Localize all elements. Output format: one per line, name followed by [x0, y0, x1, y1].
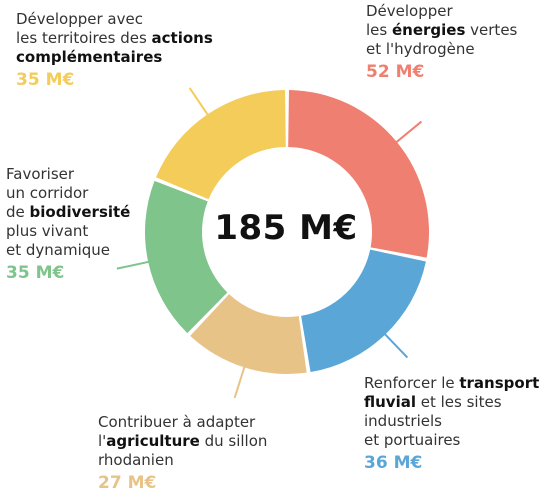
leader-line-transport-fluvial	[356, 304, 409, 359]
total-amount: 185 M€	[214, 208, 358, 248]
label-line: Développer avec	[16, 10, 213, 29]
segment-value-label: 36 M€	[364, 453, 423, 473]
label-line: un corridor	[6, 184, 130, 203]
label-line: et l'hydrogène	[366, 40, 517, 59]
label-line: Développer	[366, 2, 517, 21]
label-line: fluvial et les sites	[364, 393, 539, 412]
label-text: Développer	[366, 2, 453, 20]
label-line: l'agriculture du sillon	[98, 432, 267, 451]
label-text: un corridor	[6, 184, 89, 202]
label-line: les territoires des actions	[16, 29, 213, 48]
label-text: et portuaires	[364, 431, 461, 449]
segment-value-label: 35 M€	[16, 70, 75, 90]
label-text: du sillon	[199, 432, 268, 450]
label-keyword: actions	[151, 29, 213, 47]
label-keyword: complémentaires	[16, 48, 163, 66]
leader-line-actions-complementaires	[188, 87, 231, 149]
label-text: et dynamique	[6, 241, 111, 259]
label-text: et l'hydrogène	[366, 40, 475, 58]
label-line: et portuaires	[364, 431, 539, 450]
donut-segment-energies-vertes	[288, 90, 429, 258]
donut-segment-actions-complementaires	[155, 90, 286, 200]
label-energies-vertes: Développer les énergies vertes et l'hydrog…	[366, 2, 517, 82]
label-text: industriels	[364, 412, 442, 430]
leader-line-agriculture	[233, 328, 258, 399]
label-keyword: énergies	[391, 21, 466, 39]
label-line: Favoriser	[6, 165, 130, 184]
label-line: de biodiversité	[6, 203, 130, 222]
label-line: industriels	[364, 412, 539, 431]
label-text: plus vivant	[6, 222, 89, 240]
label-text: les territoires des	[16, 29, 152, 47]
donut-segment-agriculture	[190, 294, 307, 374]
leader-line-biodiversite	[116, 252, 188, 270]
label-biodiversite: Favoriser un corridor de biodiversité plus …	[6, 165, 130, 283]
label-actions-complementaires: Développer avec les territoires des actio…	[16, 10, 213, 90]
label-text: Contribuer à adapter	[98, 413, 256, 431]
label-keyword: transport	[459, 374, 540, 392]
label-line: Contribuer à adapter	[98, 413, 267, 432]
label-keyword: agriculture	[106, 432, 200, 450]
label-text: l'	[98, 432, 107, 450]
label-text: les	[366, 21, 392, 39]
label-text: de	[6, 203, 30, 221]
segment-value-label: 27 M€	[98, 473, 157, 493]
label-line: les énergies vertes	[366, 21, 517, 40]
label-line: et dynamique	[6, 241, 130, 260]
label-line: Renforcer le transport	[364, 374, 539, 393]
label-line: complémentaires	[16, 48, 213, 67]
label-line: plus vivant	[6, 222, 130, 241]
label-text: Développer avec	[16, 10, 143, 28]
label-text: rhodanien	[98, 451, 174, 469]
label-keyword: fluvial	[364, 393, 416, 411]
label-transport-fluvial: Renforcer le transport fluvial et les sit…	[364, 374, 539, 473]
label-text: et les sites	[415, 393, 502, 411]
leader-line-energies-vertes	[365, 120, 423, 169]
label-text: Favoriser	[6, 165, 75, 183]
label-keyword: biodiversité	[29, 203, 131, 221]
segment-value-label: 35 M€	[6, 263, 65, 283]
label-agriculture: Contribuer à adapter l'agriculture du sil…	[98, 413, 267, 493]
label-text: Renforcer le	[364, 374, 460, 392]
label-text: vertes	[465, 21, 518, 39]
donut-segment-biodiversite	[145, 180, 228, 334]
segment-value-label: 52 M€	[366, 62, 425, 82]
label-line: rhodanien	[98, 451, 267, 470]
